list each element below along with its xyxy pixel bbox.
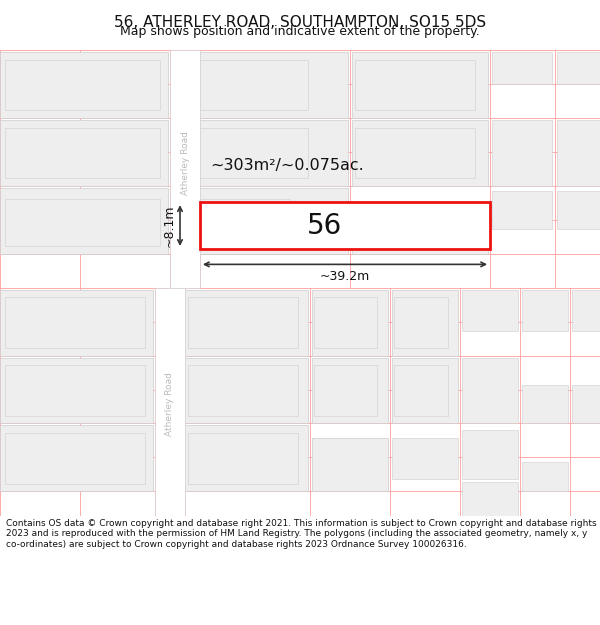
Bar [352, 120, 488, 186]
Bar [185, 426, 308, 491]
Bar [0, 188, 168, 254]
Bar [392, 357, 458, 424]
Bar [5, 365, 145, 416]
Bar [312, 357, 388, 424]
Bar [5, 433, 145, 484]
Bar [557, 52, 600, 84]
Bar [462, 289, 518, 331]
Bar [572, 384, 600, 424]
Bar [355, 60, 475, 110]
Bar [200, 188, 348, 254]
Bar [462, 482, 518, 516]
Bar [188, 298, 298, 348]
Bar [155, 288, 185, 516]
Bar [522, 289, 568, 331]
Text: 56: 56 [307, 212, 343, 239]
Text: Map shows position and indicative extent of the property.: Map shows position and indicative extent… [120, 24, 480, 38]
Bar [5, 60, 160, 110]
Bar [188, 433, 298, 484]
Bar [0, 120, 168, 186]
Bar [352, 52, 488, 118]
Bar [314, 365, 377, 416]
Bar [557, 120, 600, 186]
Text: ~8.1m: ~8.1m [163, 204, 176, 247]
Bar [170, 50, 200, 288]
Bar [492, 52, 552, 84]
Bar [5, 298, 145, 348]
Bar [352, 205, 488, 254]
Bar [200, 120, 348, 186]
Bar [5, 199, 160, 246]
Bar [0, 52, 168, 118]
Bar [200, 127, 308, 178]
Bar [572, 289, 600, 331]
Bar [314, 298, 377, 348]
Bar [200, 199, 290, 246]
Bar [0, 289, 153, 356]
Bar [200, 52, 348, 118]
Bar [200, 202, 490, 249]
Bar [394, 298, 448, 348]
Bar [462, 357, 518, 424]
Text: ~303m²/~0.075ac.: ~303m²/~0.075ac. [210, 158, 364, 173]
Bar [522, 384, 568, 424]
Bar [392, 438, 458, 479]
Bar [492, 191, 552, 229]
Bar [462, 430, 518, 479]
Bar [492, 120, 552, 186]
Bar [557, 191, 600, 229]
Bar [185, 289, 308, 356]
Bar [394, 365, 448, 416]
Bar [188, 365, 298, 416]
Text: Contains OS data © Crown copyright and database right 2021. This information is : Contains OS data © Crown copyright and d… [6, 519, 596, 549]
Bar [522, 462, 568, 491]
Text: 56, ATHERLEY ROAD, SOUTHAMPTON, SO15 5DS: 56, ATHERLEY ROAD, SOUTHAMPTON, SO15 5DS [114, 15, 486, 30]
Text: Atherley Road: Atherley Road [166, 372, 175, 436]
Text: Atherley Road: Atherley Road [181, 131, 190, 196]
Text: ~39.2m: ~39.2m [320, 270, 370, 283]
Bar [200, 60, 308, 110]
Bar [392, 289, 458, 356]
Bar [5, 127, 160, 178]
Bar [185, 357, 308, 424]
Bar [312, 289, 388, 356]
Bar [312, 438, 388, 491]
Bar [0, 426, 153, 491]
Bar [0, 357, 153, 424]
Bar [355, 127, 475, 178]
